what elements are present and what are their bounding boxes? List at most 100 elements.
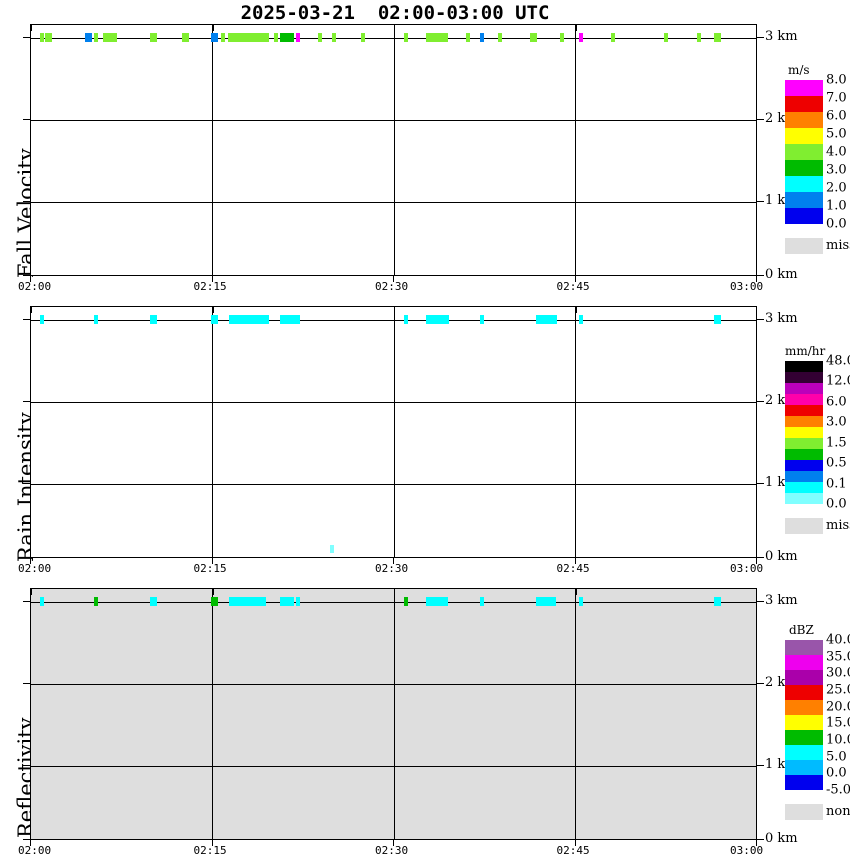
x-tick-top — [394, 25, 395, 31]
y-tick-left — [23, 201, 30, 202]
colorbar-swatch — [785, 438, 823, 449]
colorbar-swatch — [785, 745, 823, 760]
data-mark-cluster — [426, 597, 448, 607]
data-mark — [211, 596, 219, 606]
data-mark-low-level — [330, 545, 335, 553]
data-mark — [480, 314, 485, 324]
data-mark — [39, 596, 44, 606]
colorbar-swatch — [785, 208, 823, 224]
x-tick-label: 02:45 — [556, 562, 590, 575]
page-title: 2025-03-21 02:00-03:00 UTC — [240, 2, 550, 24]
x-tick-label: 02:15 — [193, 562, 227, 575]
x-tick-top — [31, 25, 32, 31]
x-tick-top — [31, 307, 32, 313]
y-tick-label: 0 km — [765, 830, 798, 846]
data-mark — [93, 596, 98, 606]
x-tick-bottom — [575, 840, 576, 846]
data-mark — [93, 32, 98, 42]
colorbar-swatch — [785, 128, 823, 144]
data-mark-cluster — [535, 315, 558, 325]
colorbar-swatch — [785, 80, 823, 96]
colorbar-swatch — [785, 394, 823, 405]
colorbar-tick-label: 25.0 — [826, 682, 850, 698]
colorbar-missing-swatch — [785, 238, 823, 254]
x-tick-bottom — [756, 558, 757, 564]
colorbar-tick-label: 30.0 — [826, 665, 850, 681]
x-tick-bottom — [30, 840, 31, 846]
colorbar-swatch — [785, 160, 823, 176]
colorbar-tick-label: 3.0 — [826, 414, 847, 430]
colorbar-tick-label: 10.0 — [826, 732, 850, 748]
colorbar-tick-label: 7.0 — [826, 90, 847, 106]
data-mark-cluster — [229, 597, 266, 607]
colorbar-unit-rain-intensity: mm/hr — [785, 344, 826, 358]
x-tick-label: 02:15 — [193, 844, 227, 857]
x-tick-label: 02:15 — [193, 280, 227, 293]
data-mark — [331, 32, 336, 42]
y-tick-right — [757, 683, 764, 684]
colorbar-missing-label: miss — [826, 518, 850, 533]
data-mark — [211, 32, 219, 42]
data-mark — [579, 32, 583, 42]
colorbar-swatch — [785, 144, 823, 160]
x-tick-top — [213, 307, 214, 313]
colorbar-swatch — [785, 372, 823, 383]
y-tick-left — [23, 557, 30, 558]
y-tick-right — [757, 557, 764, 558]
y-tick-right — [757, 201, 764, 202]
gridline-horizontal — [31, 38, 756, 39]
colorbar-swatch — [785, 416, 823, 427]
data-mark — [559, 32, 564, 42]
colorbar-swatch — [785, 96, 823, 112]
data-mark — [696, 32, 701, 42]
data-mark — [296, 32, 301, 42]
colorbar-swatch — [785, 192, 823, 208]
gridline-vertical — [394, 25, 395, 275]
y-tick-left — [23, 401, 30, 402]
colorbar-swatch — [785, 655, 823, 670]
x-tick-label: 03:00 — [730, 844, 764, 857]
x-tick-bottom — [212, 558, 213, 564]
gridline-vertical — [394, 589, 395, 839]
gridline-vertical — [212, 589, 213, 839]
colorbar-tick-label: 4.0 — [826, 144, 847, 160]
colorbar-strip — [785, 640, 823, 790]
data-mark — [713, 314, 721, 324]
gridline-horizontal — [31, 202, 756, 203]
x-tick-bottom — [756, 276, 757, 282]
data-mark — [465, 32, 470, 42]
colorbar-unit-fall-velocity: m/s — [788, 63, 810, 77]
y-tick-left — [23, 839, 30, 840]
x-tick-bottom — [212, 840, 213, 846]
x-tick-top — [213, 25, 214, 31]
data-mark — [361, 32, 366, 42]
gridline-vertical — [212, 307, 213, 557]
colorbar-missing-label: miss — [826, 238, 850, 253]
colorbar-swatch — [785, 471, 823, 482]
x-tick-top — [576, 589, 577, 595]
gridline-horizontal — [31, 766, 756, 767]
plot-area-rain-intensity — [30, 306, 757, 558]
colorbar-tick-label: 0.5 — [826, 455, 847, 471]
data-mark-cluster — [279, 315, 296, 325]
colorbar-swatch — [785, 715, 823, 730]
colorbar-swatch — [785, 685, 823, 700]
colorbar-strip — [785, 80, 823, 224]
colorbar-strip — [785, 361, 823, 504]
y-tick-label: 0 km — [765, 548, 798, 564]
data-mark — [403, 32, 408, 42]
x-tick-label: 02:00 — [18, 280, 52, 293]
data-mark — [611, 32, 616, 42]
data-mark — [182, 32, 190, 42]
colorbar-swatch — [785, 449, 823, 460]
colorbar-swatch — [785, 640, 823, 655]
gridline-horizontal — [31, 684, 756, 685]
x-tick-bottom — [30, 276, 31, 282]
gridline-horizontal — [31, 120, 756, 121]
colorbar-swatch — [785, 460, 823, 471]
colorbar-swatch — [785, 730, 823, 745]
data-mark — [579, 596, 583, 606]
data-mark — [480, 596, 485, 606]
data-mark-cluster — [279, 33, 295, 43]
colorbar-tick-label: 8.0 — [826, 72, 847, 88]
